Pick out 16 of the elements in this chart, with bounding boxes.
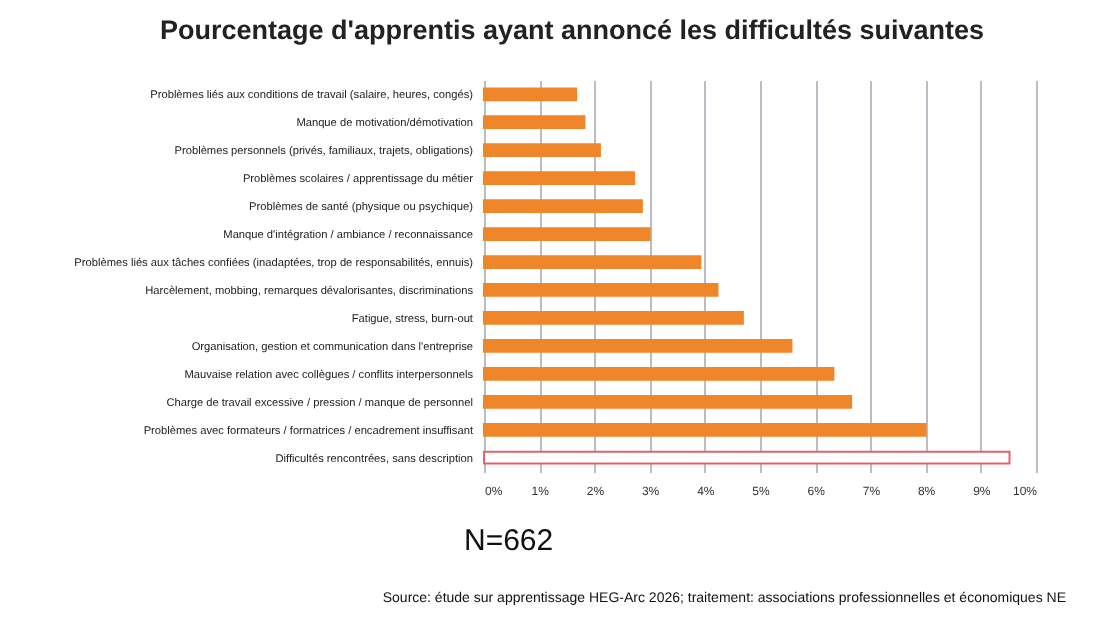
bar bbox=[483, 115, 586, 130]
text: N=662 bbox=[464, 524, 554, 558]
bar bbox=[483, 366, 835, 381]
bar bbox=[483, 199, 643, 213]
bar bbox=[483, 143, 601, 158]
bar bbox=[483, 227, 651, 241]
bar bbox=[483, 255, 702, 269]
chart-title: Pourcentage d'apprentis ayant annoncé les difficultés suivantes bbox=[159, 15, 985, 45]
bar bbox=[483, 339, 793, 353]
bar bbox=[483, 283, 719, 297]
bar bbox=[483, 87, 578, 102]
bar bbox=[483, 171, 636, 186]
bar bbox=[483, 422, 927, 437]
bar bbox=[483, 450, 1011, 465]
bar bbox=[483, 311, 744, 325]
bar bbox=[483, 394, 853, 409]
